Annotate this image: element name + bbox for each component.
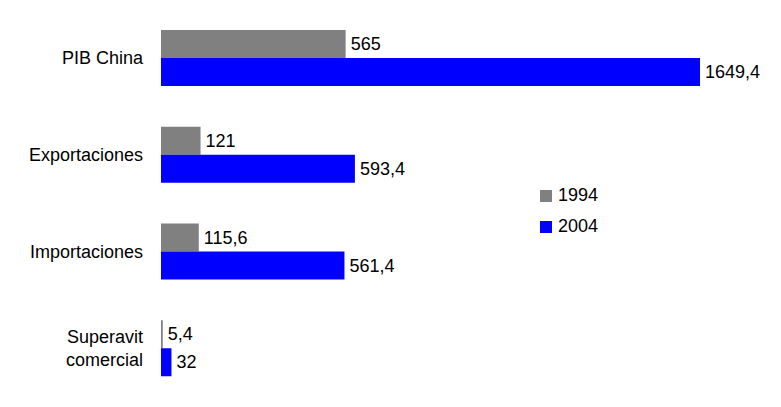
svg-text:Superavitcomercial: Superavitcomercial: [66, 327, 143, 370]
html-text:1994: 1994: [558, 185, 598, 205]
svg-text:1649,4: 1649,4: [705, 62, 760, 82]
svg-text:32: 32: [176, 352, 196, 372]
svg-text:PIB China: PIB China: [62, 48, 144, 68]
svg-text:561,4: 561,4: [349, 256, 394, 276]
svg-text:121: 121: [206, 131, 236, 151]
svg-text:593,4: 593,4: [360, 159, 405, 179]
svg-text:5,4: 5,4: [168, 324, 193, 344]
html-text:2004: 2004: [558, 216, 598, 236]
svg-text:Importaciones: Importaciones: [30, 242, 143, 262]
svg-text:115,6: 115,6: [204, 228, 248, 248]
svg-text:Exportaciones: Exportaciones: [29, 145, 143, 165]
svg-text:565: 565: [351, 34, 381, 54]
